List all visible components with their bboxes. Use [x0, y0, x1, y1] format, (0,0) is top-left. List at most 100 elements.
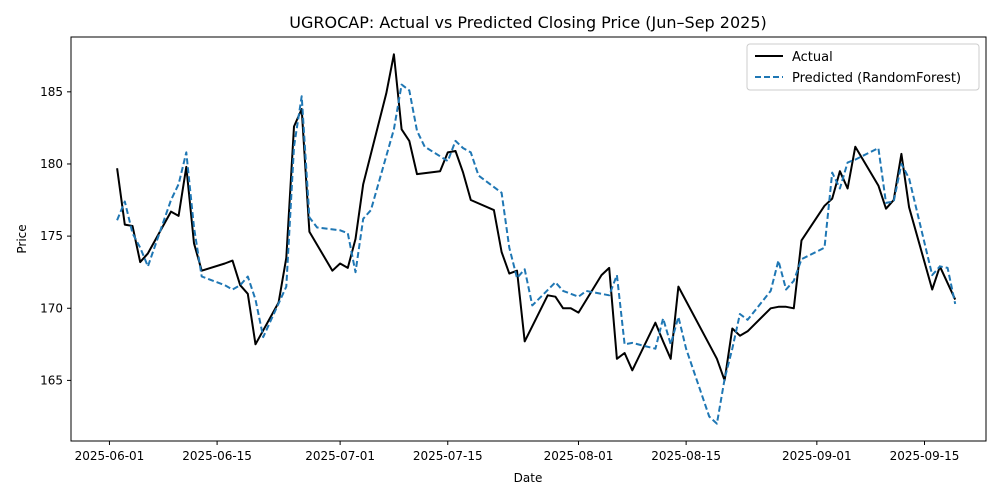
data-point-predicted: [723, 378, 725, 380]
data-point-actual: [354, 238, 356, 240]
legend-label-actual: Actual: [792, 50, 833, 65]
data-point-predicted: [777, 259, 779, 261]
data-point-predicted: [339, 229, 341, 231]
data-point-actual: [177, 215, 179, 217]
plot-area: [70, 36, 987, 442]
series-line-predicted: [116, 83, 957, 425]
data-point-predicted: [500, 192, 502, 194]
data-point-actual: [470, 199, 472, 201]
data-point-predicted: [477, 174, 479, 176]
data-point-predicted: [516, 277, 518, 279]
x-tick-label: 2025-08-01: [544, 449, 614, 463]
data-point-predicted: [823, 247, 825, 249]
data-point-actual: [308, 231, 310, 233]
data-point-predicted: [585, 290, 587, 292]
data-point-actual: [608, 267, 610, 269]
data-point-actual: [170, 210, 172, 212]
data-point-predicted: [631, 342, 633, 344]
data-point-actual: [716, 358, 718, 360]
data-point-predicted: [262, 336, 264, 338]
data-point-predicted: [447, 160, 449, 162]
data-point-predicted: [662, 317, 664, 319]
data-point-predicted: [708, 415, 710, 417]
data-point-predicted: [462, 147, 464, 149]
plot-frame: [70, 36, 987, 442]
data-point-predicted: [293, 146, 295, 148]
data-point-predicted: [900, 163, 902, 165]
data-point-actual: [770, 307, 772, 309]
data-point-actual: [631, 369, 633, 371]
data-point-predicted: [201, 275, 203, 277]
data-point-predicted: [554, 281, 556, 283]
data-point-actual: [124, 223, 126, 225]
data-point-actual: [147, 252, 149, 254]
data-point-actual: [547, 294, 549, 296]
data-point-predicted: [254, 298, 256, 300]
data-point-predicted: [716, 423, 718, 425]
data-point-predicted: [354, 271, 356, 273]
data-point-predicted: [370, 209, 372, 211]
series-points-actual: [116, 53, 957, 381]
data-point-predicted: [954, 303, 956, 305]
data-point-actual: [846, 187, 848, 189]
data-point-actual: [885, 208, 887, 210]
data-point-actual: [570, 307, 572, 309]
y-axis: 165 170 175 180 185: [40, 85, 71, 387]
data-point-actual: [877, 184, 879, 186]
y-tick-label: 170: [40, 301, 63, 315]
data-point-predicted: [800, 258, 802, 260]
data-point-predicted: [301, 95, 303, 97]
data-point-predicted: [570, 293, 572, 295]
data-point-predicted: [854, 158, 856, 160]
data-point-predicted: [285, 285, 287, 287]
data-point-predicted: [139, 247, 141, 249]
data-point-predicted: [831, 171, 833, 173]
data-point-predicted: [124, 200, 126, 202]
y-tick-label: 165: [40, 373, 63, 387]
data-point-actual: [900, 153, 902, 155]
data-point-actual: [793, 307, 795, 309]
data-point-predicted: [524, 268, 526, 270]
x-tick-label: 2025-07-01: [305, 449, 375, 463]
data-point-actual: [562, 307, 564, 309]
data-point-predicted: [247, 275, 249, 277]
data-point-predicted: [147, 265, 149, 267]
x-tick-label: 2025-09-01: [782, 449, 852, 463]
data-point-predicted: [308, 216, 310, 218]
y-axis-label: Price: [15, 224, 29, 253]
data-point-predicted: [362, 218, 364, 220]
data-point-actual: [331, 270, 333, 272]
data-point-predicted: [508, 247, 510, 249]
legend-label-predicted: Predicted (RandomForest): [792, 71, 961, 86]
data-point-predicted: [846, 161, 848, 163]
data-point-predicted: [316, 226, 318, 228]
data-point-actual: [654, 322, 656, 324]
data-point-actual: [385, 92, 387, 94]
x-axis: 2025-06-01 2025-06-15 2025-07-01 2025-07-15…: [75, 441, 959, 463]
data-point-actual: [231, 259, 233, 261]
data-point-actual: [254, 343, 256, 345]
data-point-predicted: [562, 290, 564, 292]
data-point-predicted: [677, 316, 679, 318]
x-tick-label: 2025-06-01: [75, 449, 145, 463]
data-point-predicted: [623, 343, 625, 345]
data-point-actual: [524, 340, 526, 342]
data-point-predicted: [885, 202, 887, 204]
data-point-actual: [224, 262, 226, 264]
data-point-actual: [831, 197, 833, 199]
data-point-predicted: [408, 89, 410, 91]
data-point-actual: [462, 171, 464, 173]
data-point-predicted: [193, 226, 195, 228]
data-point-actual: [339, 262, 341, 264]
series-layer: [116, 53, 957, 425]
x-axis-label: Date: [514, 471, 543, 485]
data-point-actual: [393, 53, 395, 55]
x-tick-label: 2025-07-15: [413, 449, 483, 463]
data-point-predicted: [239, 284, 241, 286]
data-point-actual: [908, 206, 910, 208]
data-point-predicted: [116, 219, 118, 221]
data-point-predicted: [224, 284, 226, 286]
data-point-actual: [347, 267, 349, 269]
data-point-predicted: [746, 319, 748, 321]
